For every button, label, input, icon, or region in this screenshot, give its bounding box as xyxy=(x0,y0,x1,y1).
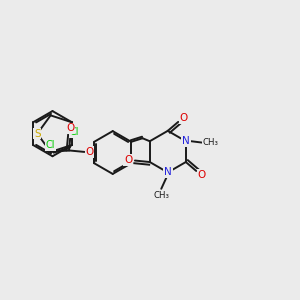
Text: O: O xyxy=(179,113,188,123)
Text: O: O xyxy=(197,170,206,180)
Text: O: O xyxy=(66,123,75,134)
Text: N: N xyxy=(164,167,172,177)
Text: CH₃: CH₃ xyxy=(202,138,218,147)
Text: S: S xyxy=(34,129,40,139)
Text: CH₃: CH₃ xyxy=(153,191,169,200)
Text: Cl: Cl xyxy=(45,140,55,150)
Text: N: N xyxy=(182,136,190,146)
Text: Cl: Cl xyxy=(70,128,79,137)
Text: O: O xyxy=(85,147,94,157)
Text: O: O xyxy=(124,155,133,165)
